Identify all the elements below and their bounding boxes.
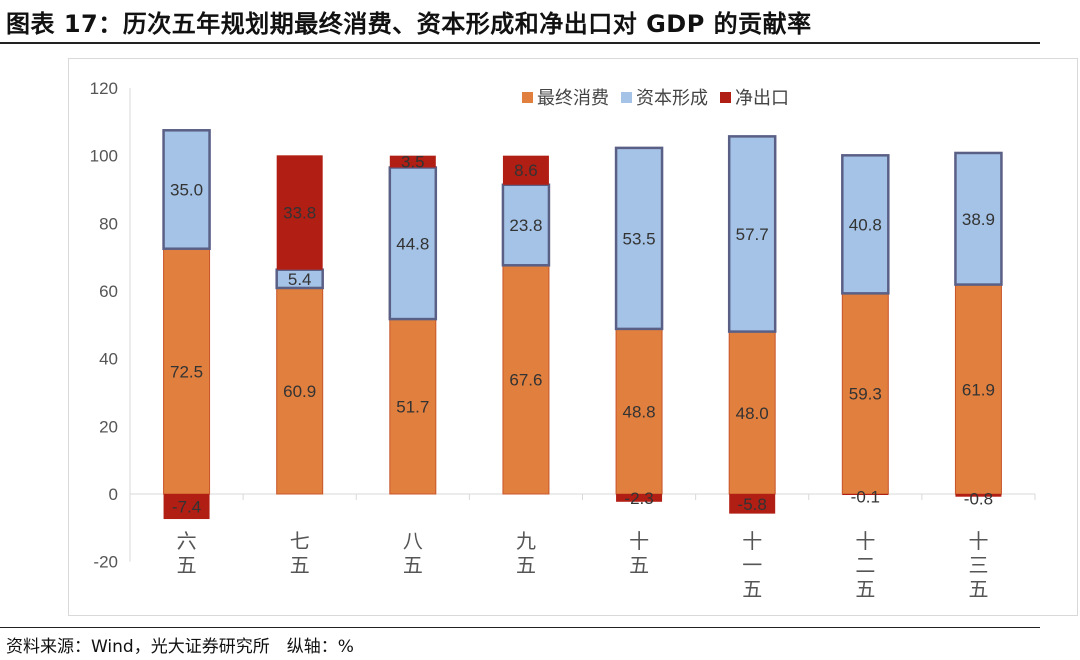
x-tick-label: 八	[403, 531, 423, 553]
bar-净出口	[955, 494, 1002, 497]
bar-资本形成	[727, 135, 777, 333]
data-label: 8.6	[514, 161, 538, 180]
bar-净出口	[276, 155, 323, 270]
bar-最终消费	[163, 248, 211, 495]
y-tick-label: 120	[90, 79, 118, 98]
data-label: 67.6	[509, 371, 542, 390]
title-rule	[0, 42, 1040, 44]
data-label: 60.9	[283, 382, 316, 401]
bar-净出口	[729, 494, 776, 514]
bar-净出口	[389, 155, 436, 168]
data-label: -0.1	[851, 487, 880, 506]
x-tick-label: 五	[516, 555, 536, 577]
bar-最终消费	[841, 292, 889, 495]
x-tick-label: 六	[177, 530, 197, 553]
data-label: 48.8	[623, 402, 656, 421]
source-note: 资料来源：Wind，光大证券研究所 纵轴：%	[6, 637, 354, 657]
y-tick-label: 80	[99, 214, 118, 233]
x-tick-label: 十	[742, 530, 762, 553]
data-label: 61.9	[962, 380, 995, 399]
data-label: 5.4	[288, 270, 312, 289]
x-tick-label: 五	[177, 555, 197, 577]
data-label: 3.5	[401, 153, 425, 172]
x-tick-label: 十	[855, 530, 875, 553]
bar-净出口	[616, 494, 663, 502]
x-tick-label: 十	[968, 530, 988, 553]
source-rule	[0, 627, 1040, 628]
x-tick-label: 五	[968, 579, 988, 601]
data-label: -7.4	[172, 498, 201, 517]
data-label: 48.0	[736, 404, 769, 423]
data-label: 35.0	[170, 181, 203, 200]
data-label: 59.3	[849, 385, 882, 404]
bar-净出口	[842, 494, 889, 495]
legend-swatch	[720, 92, 731, 103]
legend-label: 最终消费	[537, 88, 609, 108]
x-tick-label: 二	[855, 555, 875, 577]
bar-净出口	[502, 155, 549, 185]
data-label: 40.8	[849, 215, 882, 234]
bar-资本形成	[841, 154, 890, 295]
bar-净出口	[163, 494, 210, 520]
y-tick-label: 40	[99, 350, 118, 369]
bar-最终消费	[954, 284, 1002, 495]
chart-frame	[68, 58, 1078, 616]
bar-资本形成	[501, 183, 551, 267]
data-label: 53.5	[623, 229, 656, 248]
x-tick-label: 五	[742, 579, 762, 601]
x-tick-label: 五	[855, 579, 875, 601]
x-tick-label: 九	[516, 530, 536, 553]
data-label: 44.8	[396, 234, 429, 253]
data-label: 51.7	[396, 398, 429, 417]
bar-资本形成	[614, 146, 664, 331]
x-tick-label: 七	[290, 530, 310, 553]
legend-label: 资本形成	[636, 88, 708, 108]
data-label: 23.8	[509, 216, 542, 235]
legend-label: 净出口	[735, 88, 789, 108]
y-tick-label: 20	[99, 417, 118, 436]
bar-最终消费	[389, 318, 437, 495]
bar-最终消费	[615, 328, 663, 495]
data-label: 38.9	[962, 210, 995, 229]
x-tick-label: 三	[968, 555, 988, 577]
y-tick-label: -20	[93, 553, 118, 572]
data-label: 72.5	[170, 362, 203, 381]
x-tick-label: 五	[290, 555, 310, 577]
data-label: -2.3	[624, 489, 653, 508]
y-tick-label: 100	[90, 147, 118, 166]
x-tick-label: 一	[742, 555, 762, 577]
data-label: 57.7	[736, 225, 769, 244]
legend-swatch	[621, 92, 632, 103]
x-tick-label: 十	[629, 530, 649, 553]
x-tick-label: 五	[629, 555, 649, 577]
y-tick-label: 60	[99, 282, 118, 301]
bar-最终消费	[276, 287, 324, 495]
data-label: 33.8	[283, 204, 316, 223]
y-tick-label: 0	[109, 485, 118, 504]
chart-title: 图表 17：历次五年规划期最终消费、资本形成和净出口对 GDP 的贡献率	[6, 10, 812, 38]
bar-资本形成	[162, 129, 211, 250]
data-label: -5.8	[738, 495, 767, 514]
data-label: -0.8	[964, 490, 993, 509]
bar-资本形成	[954, 151, 1003, 286]
legend-swatch	[522, 92, 533, 103]
x-tick-label: 五	[403, 555, 423, 577]
